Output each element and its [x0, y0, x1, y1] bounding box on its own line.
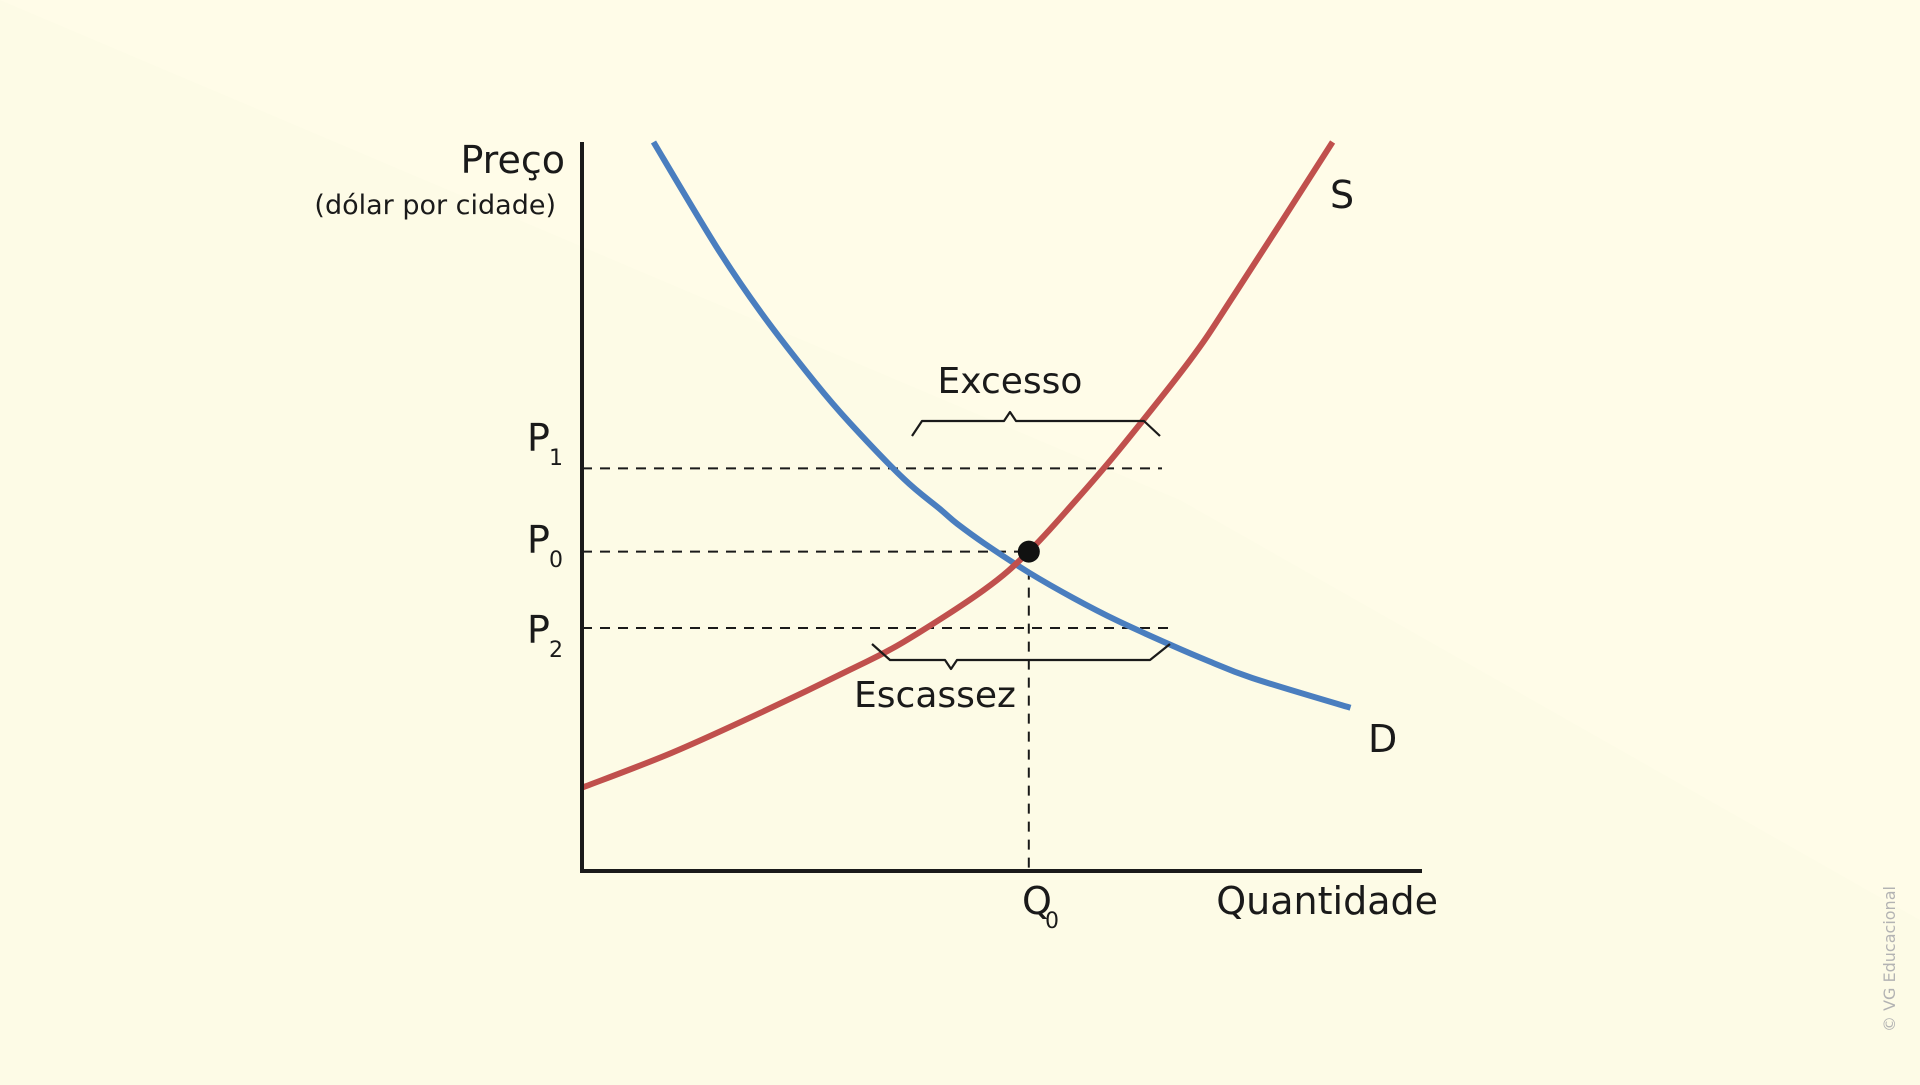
curves	[580, 140, 1352, 791]
price-label-p0-sub: 0	[549, 548, 563, 573]
x-axis-label: Quantidade	[1216, 879, 1438, 923]
braces	[871, 410, 1171, 671]
excess-brace	[911, 410, 1161, 437]
y-axis-label: Preço	[460, 138, 565, 182]
shortage-label: Escassez	[854, 675, 1016, 716]
supply-curve	[580, 140, 1336, 791]
guide-lines	[582, 467, 1170, 871]
price-label-p2-sub: 2	[549, 638, 563, 663]
equilibrium-point	[1017, 540, 1040, 563]
quantity-label-q0: Q	[1022, 879, 1052, 923]
demand-curve-label: D	[1368, 717, 1397, 761]
y-axis-unit-label: (dólar por cidade)	[314, 190, 556, 221]
credit-text: © VG Educacional	[1880, 886, 1899, 1032]
background-highlight	[0, 0, 1920, 920]
demand-curve	[650, 140, 1352, 711]
quantity-label-q0-sub: 0	[1045, 909, 1059, 934]
price-label-p1-sub: 1	[549, 446, 563, 471]
price-label-p1: P	[527, 416, 550, 460]
axes	[580, 142, 1422, 873]
price-label-p2: P	[527, 608, 550, 652]
shortage-brace	[871, 643, 1171, 671]
supply-curve-label: S	[1330, 173, 1354, 217]
price-label-p0: P	[527, 518, 550, 562]
excess-label: Excesso	[938, 361, 1083, 402]
